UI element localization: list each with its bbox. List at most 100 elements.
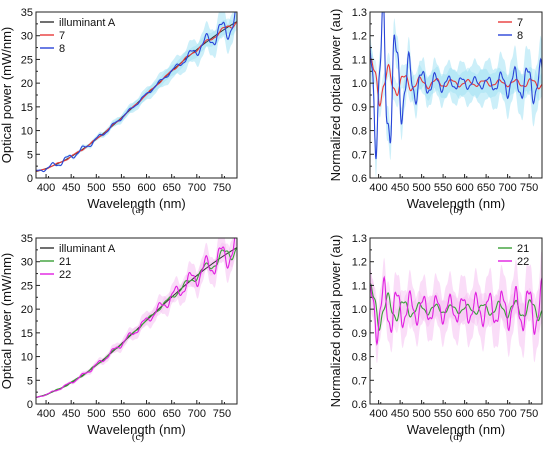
x-tick-label: 600: [455, 182, 473, 194]
y-tick-label: 25: [21, 280, 33, 292]
plot-area: [36, 238, 237, 399]
legend-label: 21: [59, 256, 71, 268]
panel-label: (b): [450, 204, 463, 216]
x-tick-label: 550: [112, 182, 130, 194]
y-tick-label: 1.1: [352, 280, 367, 292]
y-tick-label: 10: [21, 352, 33, 364]
y-axis-label: Optical power (mW/nm): [0, 253, 14, 390]
x-tick-label: 750: [520, 408, 538, 420]
y-axis-label: Normalized optical power (au): [328, 9, 343, 182]
plot-area: [370, 250, 542, 364]
band-8: [370, 12, 542, 178]
x-tick-label: 400: [37, 182, 55, 194]
y-tick-label: 20: [21, 78, 33, 90]
y-tick-label: 35: [21, 233, 33, 245]
legend-label: 7: [517, 17, 523, 29]
panel-c: 400 450 500 550 600 650 700 750 0 5 10 15 20 25 30 35 Wa…: [0, 233, 238, 443]
x-tick-label: 450: [62, 408, 80, 420]
x-tick-label: 550: [434, 408, 452, 420]
y-tick-label: 1.3: [352, 7, 367, 19]
x-tick-label: 650: [162, 182, 180, 194]
band-21: [36, 239, 237, 398]
x-tick-label: 400: [369, 182, 387, 194]
x-tick-label: 500: [412, 182, 430, 194]
band-22: [370, 250, 542, 364]
panel-label: (c): [132, 431, 145, 443]
y-tick-label: 1.3: [352, 233, 367, 245]
series-8: [36, 12, 236, 173]
y-tick-label: 0.6: [352, 399, 367, 411]
x-tick-label: 450: [62, 182, 80, 194]
x-tick-label: 400: [369, 408, 387, 420]
x-tick-label: 650: [477, 182, 495, 194]
x-tick-label: 650: [162, 408, 180, 420]
legend-label: 22: [517, 256, 529, 268]
panel-a: 400 450 500 550 600 650 700 750 0 5 10 15 20 25 30 35 Wa…: [0, 7, 238, 216]
series-8: [370, 12, 542, 160]
y-tick-label: 35: [21, 7, 33, 19]
y-tick-label: 20: [21, 304, 33, 316]
y-tick-label: 5: [27, 149, 33, 161]
panel-d: 400 450 500 550 600 650 700 750 0.6 0.7 0.8 0.9 1.0 1…: [328, 233, 543, 443]
x-tick-label: 650: [477, 408, 495, 420]
x-axis-label: Wavelength (nm): [407, 196, 506, 211]
band-8: [36, 12, 237, 173]
x-tick-label: 450: [391, 408, 409, 420]
legend: 78: [498, 17, 523, 42]
x-tick-label: 600: [137, 408, 155, 420]
x-tick-label: 500: [87, 182, 105, 194]
x-tick-label: 700: [498, 182, 516, 194]
band-22: [36, 238, 237, 398]
y-tick-label: 0: [27, 399, 33, 411]
x-tick-label: 750: [213, 182, 231, 194]
x-tick-label: 450: [391, 182, 409, 194]
y-tick-label: 5: [27, 375, 33, 387]
band-21: [370, 272, 542, 342]
x-tick-label: 600: [137, 182, 155, 194]
legend: illuminant A78: [40, 17, 116, 55]
legend-label: illuminant A: [59, 243, 116, 255]
x-tick-label: 550: [434, 182, 452, 194]
y-tick-label: 25: [21, 54, 33, 66]
y-tick-label: 15: [21, 102, 33, 114]
x-tick-label: 750: [213, 408, 231, 420]
x-axis-label: Wavelength (nm): [407, 422, 506, 437]
y-tick-label: 0.7: [352, 149, 367, 161]
plot-area: [36, 12, 237, 173]
y-tick-label: 0.6: [352, 173, 367, 185]
y-tick-label: 1.0: [352, 304, 367, 316]
plot-area: [370, 12, 542, 178]
legend-label: 8: [517, 30, 523, 42]
y-tick-label: 0.9: [352, 328, 367, 340]
series-22: [370, 275, 542, 346]
y-axis-label: Optical power (mW/nm): [0, 27, 14, 164]
y-tick-label: 0: [27, 173, 33, 185]
x-axis-label: Wavelength (nm): [87, 422, 186, 437]
x-axis-label: Wavelength (nm): [87, 196, 186, 211]
series-22: [36, 238, 236, 398]
y-tick-label: 1.1: [352, 54, 367, 66]
y-tick-label: 10: [21, 126, 33, 138]
y-tick-label: 0.8: [352, 352, 367, 364]
x-tick-label: 600: [455, 408, 473, 420]
legend-label: illuminant A: [59, 17, 116, 29]
legend-label: 21: [517, 243, 529, 255]
y-tick-label: 30: [21, 257, 33, 269]
y-tick-label: 30: [21, 31, 33, 43]
y-tick-label: 0.9: [352, 102, 367, 114]
y-tick-label: 0.7: [352, 375, 367, 387]
y-tick-label: 15: [21, 328, 33, 340]
panel-b: 400 450 500 550 600 650 700 750 0.6 0.7 0.8 0.9 1.0 1…: [328, 7, 543, 216]
x-tick-label: 500: [87, 408, 105, 420]
legend-label: 22: [59, 269, 71, 281]
y-axis-label: Normalized optical power (au): [328, 235, 343, 408]
legend-label: 7: [59, 30, 65, 42]
panel-label: (d): [450, 431, 463, 443]
y-tick-label: 1.2: [352, 257, 367, 269]
panel-label: (a): [132, 204, 145, 216]
x-tick-label: 700: [188, 408, 206, 420]
legend-label: 8: [59, 43, 65, 55]
